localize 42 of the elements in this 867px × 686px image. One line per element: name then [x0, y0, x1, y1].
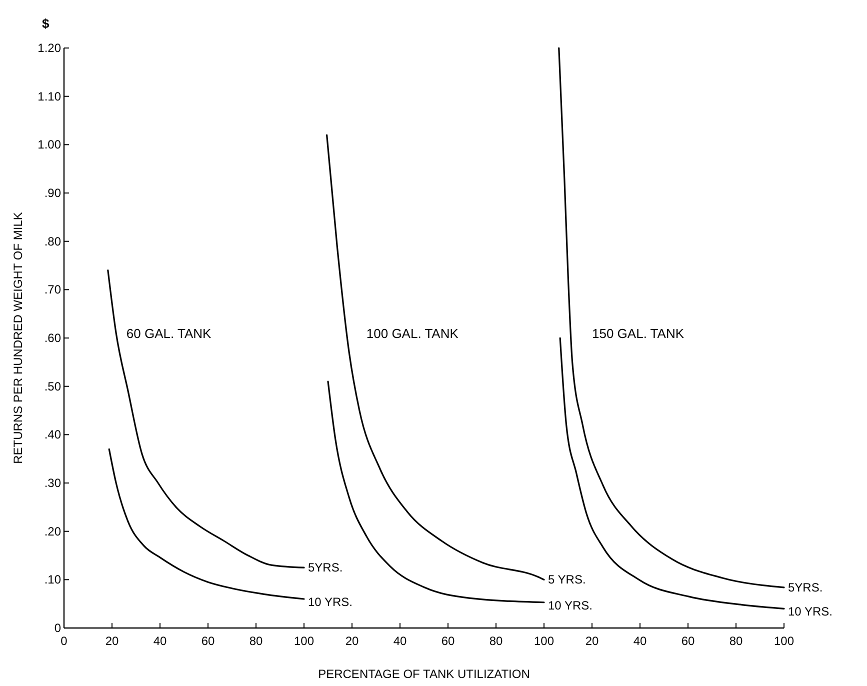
x-tick-label: 60 — [681, 634, 695, 648]
series-label: 5 YRS. — [548, 572, 586, 587]
x-tick-label: 100 — [774, 634, 794, 648]
y-tick-label: 1.10 — [38, 89, 62, 104]
series-label: 10 YRS. — [788, 604, 832, 619]
x-tick-label: 100 — [294, 634, 314, 648]
y-tick-label: .20 — [44, 524, 62, 538]
x-tick-label: 100 — [534, 634, 554, 648]
x-tick-label: 80 — [489, 634, 503, 648]
x-tick-label: 20 — [105, 634, 119, 648]
x-tick-label: 40 — [153, 634, 167, 648]
y-tick-label: .70 — [44, 282, 62, 297]
x-tick-label: 60 — [441, 634, 455, 648]
x-tick-label: 60 — [201, 634, 215, 648]
line-series — [107, 270, 305, 568]
y-tick-label: .50 — [44, 379, 62, 394]
y-tick-label: .80 — [44, 234, 62, 248]
series-label: 5YRS. — [788, 580, 823, 594]
y-tick-label: .60 — [44, 331, 62, 345]
annotation: 100 GAL. TANK — [366, 326, 459, 341]
x-tick-label: 80 — [729, 634, 743, 648]
y-tick-label: .90 — [44, 186, 62, 200]
x-tick-label: 20 — [585, 634, 599, 648]
x-tick-label: 40 — [633, 634, 647, 648]
y-tick-label: .10 — [44, 572, 62, 587]
annotation: 150 GAL. TANK — [592, 326, 684, 341]
y-tick-label: 1.00 — [38, 138, 62, 152]
text: $ — [42, 16, 50, 31]
series-label: 10 YRS. — [548, 598, 592, 612]
series-label: 5YRS. — [308, 560, 343, 575]
x-axis-title: PERCENTAGE OF TANK UTILIZATION — [318, 667, 530, 681]
y-axis-title: RETURNS PER HUNDRED WEIGHT OF MILK — [11, 212, 25, 464]
y-tick-label: .40 — [44, 428, 62, 442]
x-tick-label: 80 — [249, 634, 263, 648]
annotation: 60 GAL. TANK — [126, 326, 212, 341]
x-tick-label: 40 — [393, 634, 407, 648]
line-series — [108, 448, 305, 600]
y-tick-label: .30 — [44, 476, 62, 490]
series-label: 10 YRS. — [308, 595, 352, 609]
y-tick-label: 1.20 — [38, 41, 62, 55]
x-tick-label: 20 — [345, 634, 359, 648]
y-tick-label: 0 — [54, 621, 62, 635]
